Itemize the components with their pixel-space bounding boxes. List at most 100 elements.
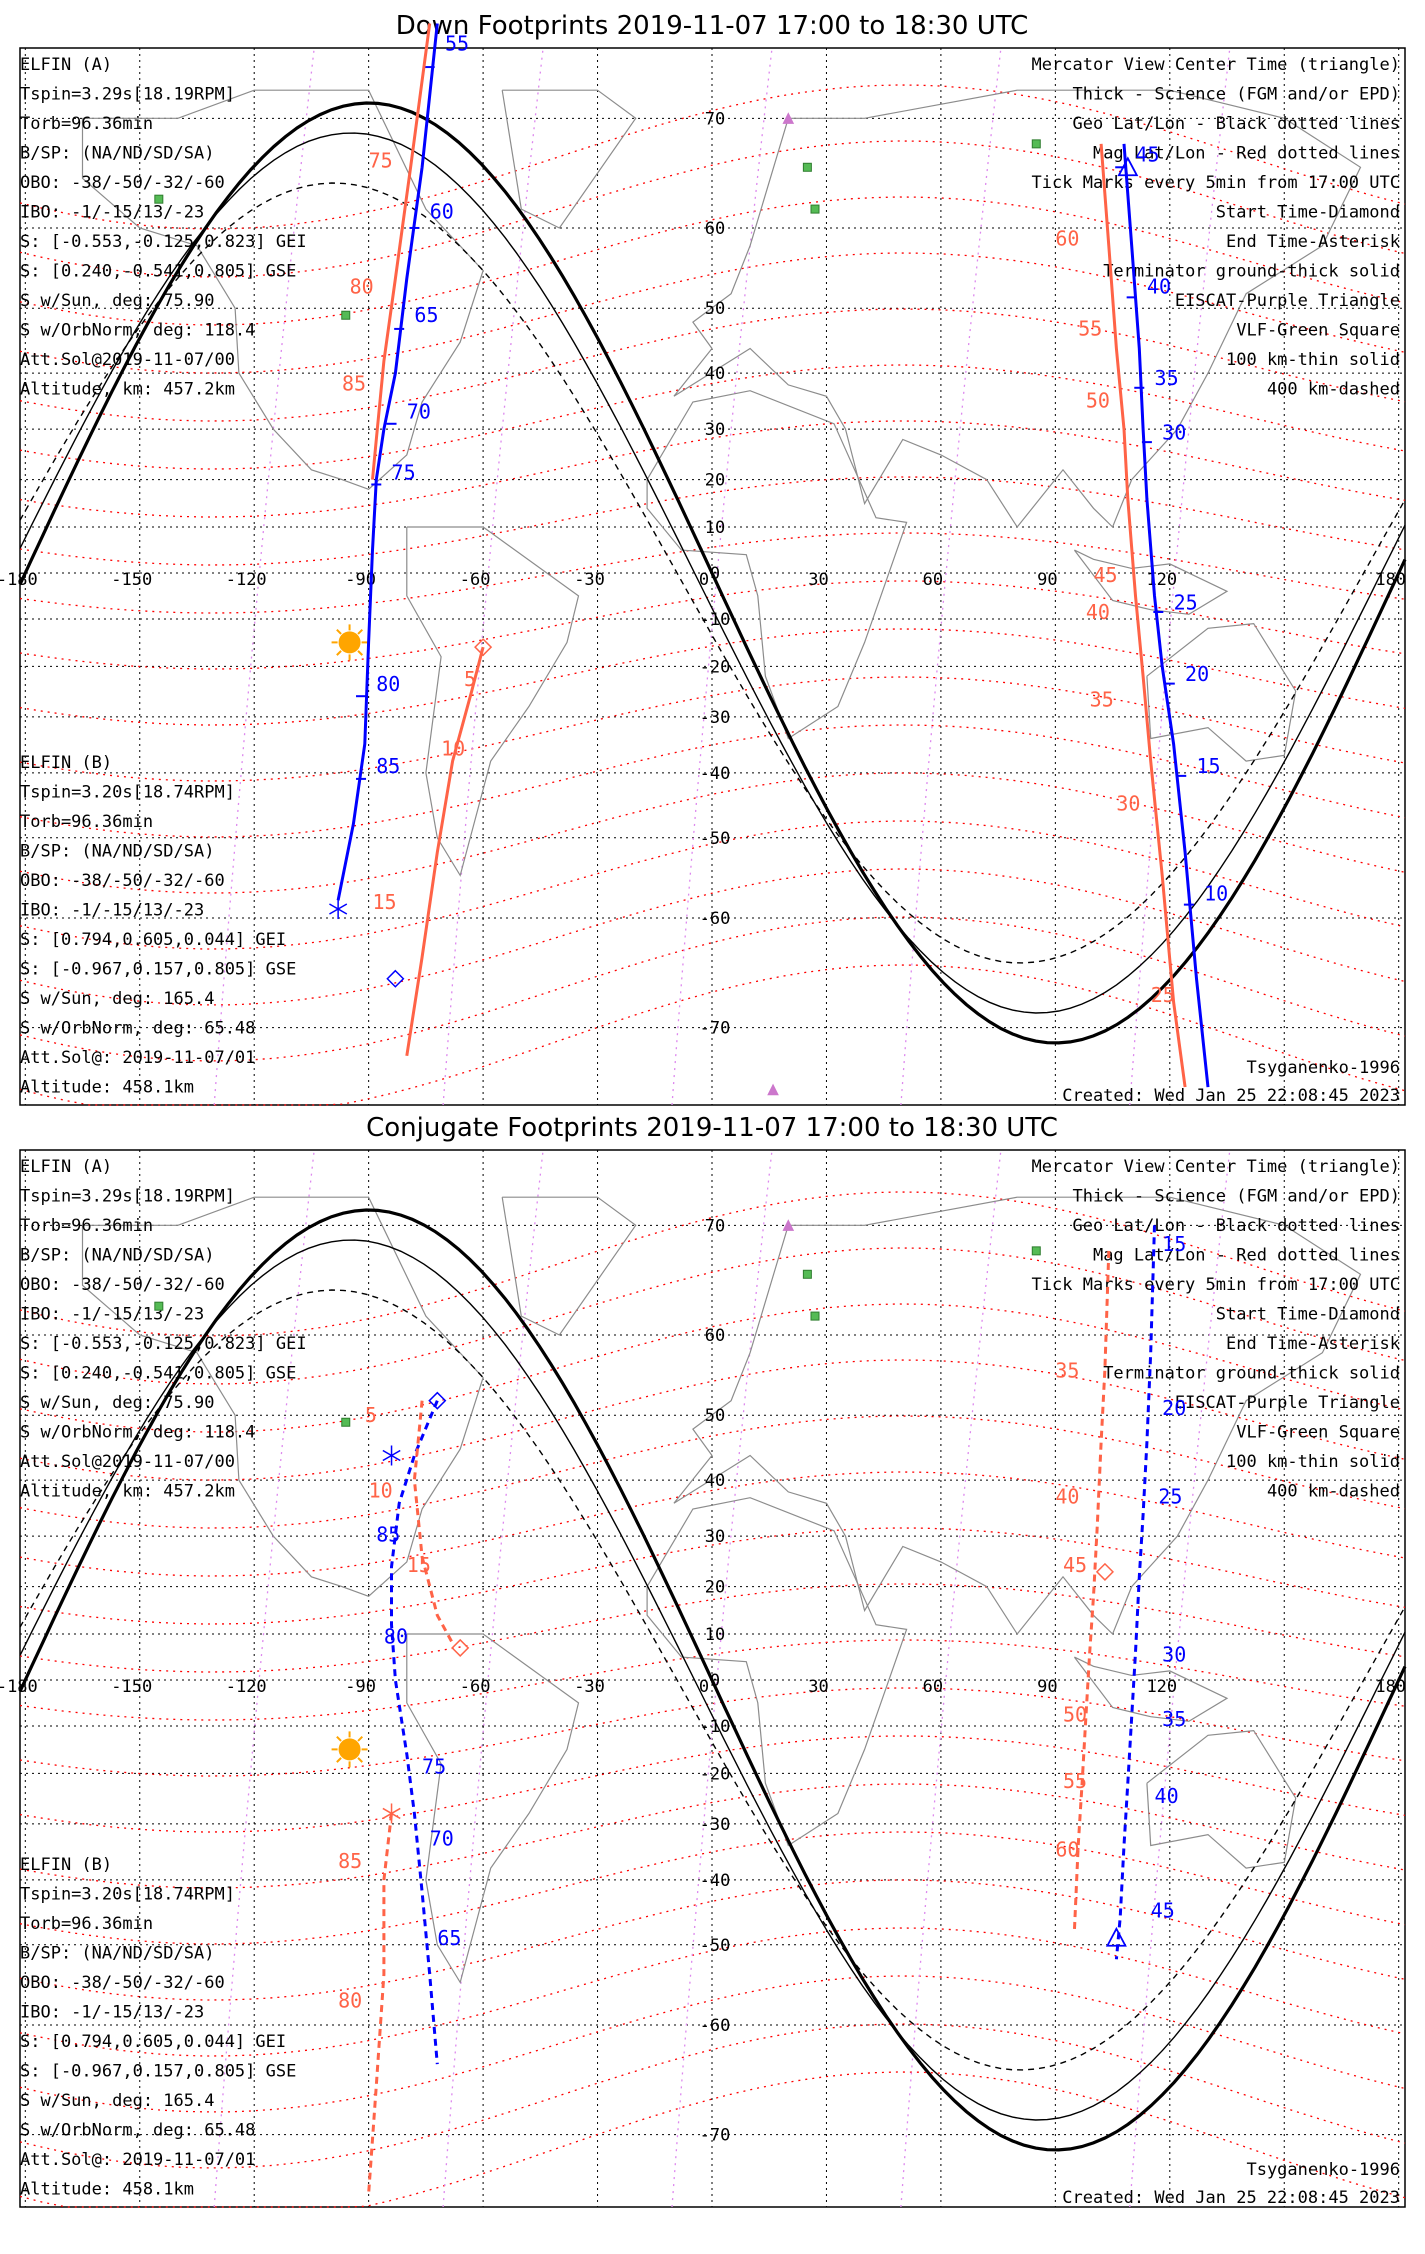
lon-tick-label: -180 [0, 1677, 38, 1697]
elfin-a-tick-label: 65 [414, 303, 438, 327]
footprint-tracks: 55 60 65 70 75 80 85 45 40 35 30 25 20 15 10 75 80 85 5 10 1… [329, 23, 1228, 1088]
legend-line: Geo Lat/Lon - Black dotted lines [1072, 114, 1400, 134]
elfin-b-tick-label: 5 [464, 667, 476, 691]
lat-tick-label: -40 [700, 1871, 731, 1891]
elfin-b-track [1072, 1250, 1111, 1931]
elfin-a-info-line: S: [-0.553,-0.125,0.823] GEI [20, 1334, 307, 1354]
legend-line: Thick - Science (FGM and/or EPD) [1072, 85, 1400, 105]
sun-ray [336, 628, 342, 635]
lon-tick-label: -150 [111, 1677, 152, 1697]
elfin-b-info-line: IBO: -1/-15/13/-23 [20, 901, 204, 921]
mag-latitude-line [19, 1415, 1406, 1529]
footprint-tracks: 15 20 25 30 35 40 45 35 40 45 50 55 60 85 80 75 70 65 5 10 1… [338, 1225, 1186, 2195]
mag-meridian [442, 47, 544, 1106]
elfin-b-tick-label: 80 [338, 1988, 362, 2012]
mag-latitude-line [19, 1735, 1406, 1833]
mag-meridian [213, 47, 315, 1106]
lon-tick-label: 60 [923, 570, 943, 590]
elfin-a-tick-label: 55 [445, 31, 469, 55]
elfin-a-tick-label: 15 [1162, 1232, 1186, 1256]
mag-grid [19, 84, 1406, 1106]
sun-ray [357, 628, 364, 635]
elfin-a-track [390, 1400, 439, 2065]
elfin-a-tick-label: 40 [1155, 1784, 1179, 1808]
lat-tick-label: -50 [700, 829, 731, 849]
mag-latitude-line [19, 580, 1406, 670]
elfin-a-info-line: B/SP: (NA/ND/SD/SA) [20, 1246, 214, 1266]
lat-tick-label: 0 [710, 564, 720, 584]
legend-line: 100 km-thin solid [1226, 350, 1400, 370]
lon-tick-label: -120 [226, 570, 267, 590]
elfin-b-info-line: Tspin=3.20s[18.74RPM] [20, 1885, 235, 1905]
legend-line: Terminator ground-thick solid [1103, 1364, 1400, 1384]
green-square-icon [341, 1417, 351, 1427]
lat-tick-label: 50 [705, 299, 725, 319]
terminator-400km [19, 1289, 1406, 2071]
mag-latitude-line [19, 1831, 1406, 1945]
lat-tick-label: 10 [705, 518, 725, 538]
elfin-a-info-line: OBO: -38/-50/-32/-60 [20, 1275, 225, 1295]
elfin-a-tick-label: 30 [1162, 1643, 1186, 1667]
lat-tick-label: 60 [705, 219, 725, 239]
elfin-a-tick-label: 35 [1155, 366, 1179, 390]
lat-tick-label: 30 [705, 1527, 725, 1547]
elfin-b-tick-label: 85 [338, 1849, 362, 1873]
elfin-a-tick-label: 60 [430, 200, 454, 224]
lon-tick-label: -90 [345, 1677, 376, 1697]
lat-tick-label: -50 [700, 1936, 731, 1956]
elfin-b-tick-label: 40 [1086, 600, 1110, 624]
elfin-a-info-line: S w/OrbNorm, deg: 118.4 [20, 1423, 255, 1443]
continent-outline [1073, 549, 1229, 615]
legend-line: Start Time-Diamond [1216, 1305, 1400, 1325]
elfin-a-info-line: B/SP: (NA/ND/SD/SA) [20, 144, 214, 164]
legend-line: End Time-Asterisk [1226, 232, 1400, 252]
lon-tick-label: 120 [1146, 570, 1177, 590]
lat-tick-label: -30 [700, 1815, 731, 1835]
elfin-b-info-line: S w/Sun, deg: 165.4 [20, 2091, 214, 2111]
lon-tick-label: 90 [1037, 1677, 1057, 1697]
elfin-a-info-line: S: [0.240,-0.541,0.805] GSE [20, 262, 296, 282]
legend-line: End Time-Asterisk [1226, 1334, 1400, 1354]
sun-ray [357, 1757, 364, 1763]
elfin-b-tick-label: 15 [407, 1553, 431, 1577]
continent-outline [1073, 1656, 1229, 1722]
panel-title: Down Footprints 2019-11-07 17:00 to 18:3… [396, 11, 1029, 41]
mag-meridian [671, 1149, 773, 2208]
terminator-line [18, 101, 1407, 1045]
lon-tick-label: 0 [699, 1677, 709, 1697]
elfin-b-tick-label: 75 [369, 148, 393, 172]
elfin-b-tick-label: 25 [1151, 983, 1175, 1007]
diamond-icon [474, 638, 493, 657]
mag-latitude-line [19, 308, 1406, 422]
elfin-b-tick-label: 85 [342, 372, 366, 396]
legend-line: Mag Lat/Lon - Red dotted lines [1093, 1246, 1400, 1266]
elfin-b-tick-label: 80 [350, 275, 374, 299]
mag-latitude-line [19, 1927, 1406, 2057]
asterisk-icon [382, 1807, 401, 1820]
elfin-b-info-line: S w/OrbNorm, deg: 65.48 [20, 1019, 255, 1039]
elfin-a-tick-label: 10 [1204, 881, 1228, 905]
legend-line: Geo Lat/Lon - Black dotted lines [1072, 1216, 1400, 1236]
elfin-b-title: ELFIN (B) [20, 1855, 112, 1875]
lat-tick-label: -60 [700, 909, 731, 929]
sun-icon [331, 1731, 368, 1768]
legend-line: Mercator View Center Time (triangle) [1032, 1157, 1400, 1177]
elfin-b-tick-label: 50 [1063, 1702, 1087, 1726]
legend-line: EISCAT-Purple Triangle [1175, 1393, 1400, 1413]
elfin-b-info-line: S: [0.794,0.605,0.044] GEI [20, 2032, 286, 2052]
legend: Mercator View Center Time (triangle) Thic… [1032, 1157, 1400, 1502]
lon-tick-label: -30 [574, 570, 605, 590]
purple-triangle-icon [767, 1083, 779, 1096]
mag-latitude-line [19, 1359, 1406, 1481]
mag-latitude-line [19, 868, 1406, 1006]
elfin-b-track [412, 1400, 454, 1645]
legend-line: Terminator ground-thick solid [1103, 262, 1400, 282]
lon-tick-label: -60 [460, 1677, 491, 1697]
lon-tick-label: 180 [1375, 1677, 1406, 1697]
mag-latitude-line [19, 476, 1406, 566]
elfin-a-info-line: Att.Sol@2019-11-07/00 [20, 350, 235, 370]
lat-tick-label: 0 [710, 1671, 720, 1691]
mag-latitude-line [19, 364, 1406, 470]
sun-ray [336, 1757, 342, 1763]
